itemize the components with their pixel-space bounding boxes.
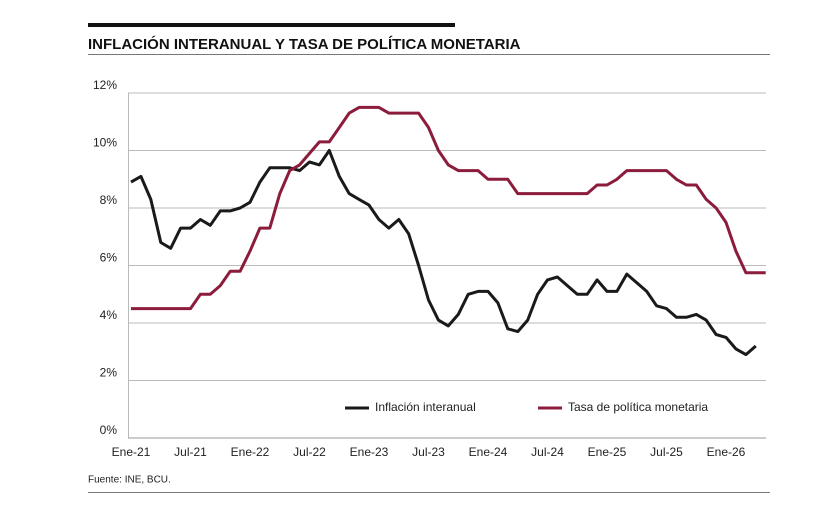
x-tick-label: Ene-21 [112,445,151,459]
legend-label: Tasa de política monetaria [568,400,708,414]
y-tick-label: 6% [100,251,118,265]
x-tick-label: Jul-22 [293,445,326,459]
x-tick-label: Ene-26 [707,445,746,459]
series-line [131,105,766,311]
source: Fuente: INE, BCU. [88,475,171,486]
x-tick-label: Ene-23 [350,445,389,459]
x-tick-label: Ene-25 [588,445,627,459]
series-line [130,149,757,357]
x-tick-label: Ene-22 [231,445,270,459]
y-tick-label: 8% [100,193,118,207]
y-tick-label: 0% [100,423,118,437]
y-tick-label: 12% [93,78,117,92]
x-tick-label: Jul-21 [174,445,207,459]
x-tick-label: Jul-25 [650,445,683,459]
y-tick-label: 10% [93,136,117,150]
y-tick-label: 4% [100,308,118,322]
x-tick-label: Ene-24 [469,445,508,459]
x-tick-label: Jul-23 [412,445,445,459]
y-tick-label: 2% [100,366,118,380]
x-tick-label: Jul-24 [531,445,564,459]
chart-title: INFLACIÓN INTERANUAL Y TASA DE POLÍTICA … [88,35,521,53]
title-bar [88,23,455,27]
legend-label: Inflación interanual [375,400,476,414]
